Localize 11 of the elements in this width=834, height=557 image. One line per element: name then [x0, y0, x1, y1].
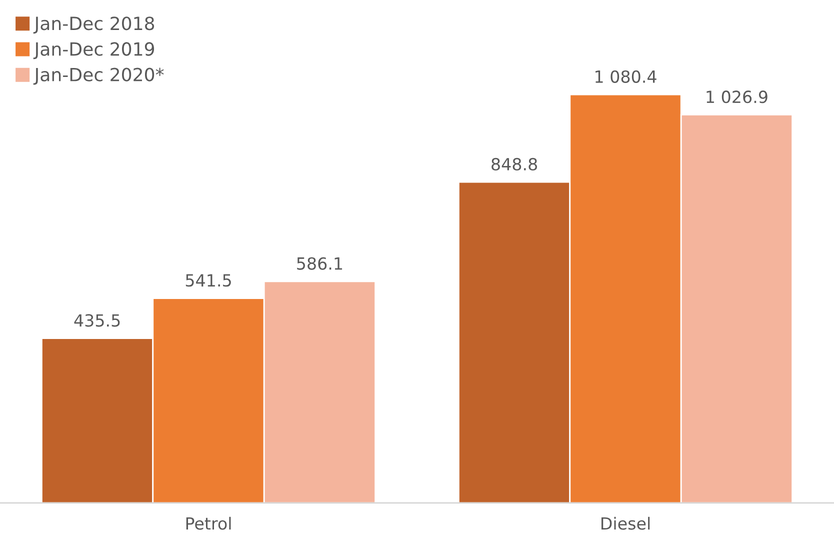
data-label: 541.5: [186, 274, 231, 287]
data-label: 435.5: [74, 314, 120, 327]
data-label: 848.8: [492, 158, 538, 171]
legend-label: Jan-Dec 2018: [33, 16, 154, 34]
data-label: 586.1: [297, 257, 342, 270]
data-label: 1 026.9: [706, 90, 768, 104]
x-tick-label: Petrol: [186, 516, 231, 530]
x-tick-label: Diesel: [601, 516, 650, 530]
data-label: 1 080.4: [596, 70, 656, 83]
legend-label: Jan-Dec 2019: [33, 42, 154, 60]
legend-label: Jan-Dec 2020*: [33, 68, 164, 85]
